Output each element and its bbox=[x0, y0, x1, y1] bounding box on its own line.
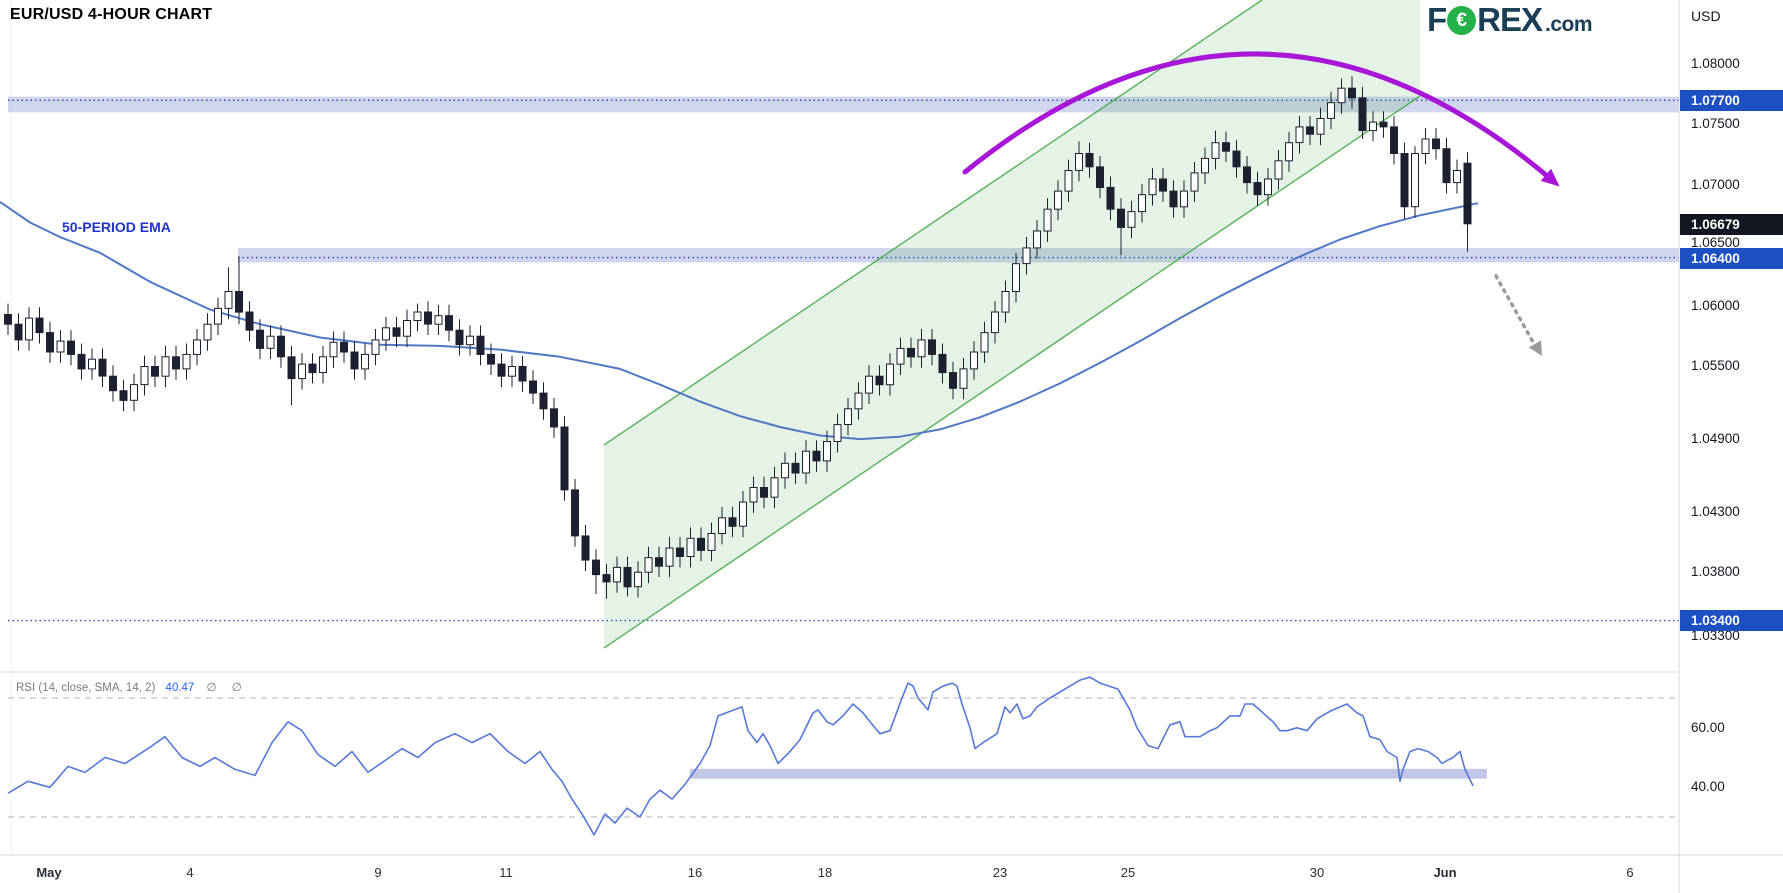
price-label-60.00: 60.00 bbox=[1691, 720, 1725, 735]
x-axis-label-16: 16 bbox=[688, 865, 702, 880]
forex-logo: F € REX .com bbox=[1427, 1, 1593, 39]
x-axis-label-May: May bbox=[36, 865, 62, 880]
logo-letter-f: F bbox=[1427, 1, 1447, 38]
price-label-40.00: 40.00 bbox=[1691, 779, 1725, 794]
x-axis-label-11: 11 bbox=[499, 865, 513, 880]
x-axis-label-6: 6 bbox=[1626, 865, 1633, 880]
price-axis[interactable]: USD 1.08000 1.07700 1.07500 1.07000 1.06679 1… bbox=[1679, 0, 1783, 893]
x-axis-label-25: 25 bbox=[1121, 865, 1135, 880]
x-axis-label-23: 23 bbox=[993, 865, 1007, 880]
zone-band-1.064 bbox=[238, 247, 1679, 263]
logo-euro-glyph: € bbox=[1456, 9, 1467, 31]
price-label-1.07000: 1.07000 bbox=[1691, 177, 1740, 192]
breakdown-dotted-arrow[interactable] bbox=[1494, 274, 1535, 344]
ema-annotation-label: 50-PERIOD EMA bbox=[62, 219, 171, 235]
zone-band-1.077 bbox=[8, 96, 1679, 113]
logo-euro-circle-icon: € bbox=[1447, 5, 1477, 35]
logo-letters-rex: REX bbox=[1477, 1, 1543, 38]
page-title: EUR/USD 4-HOUR CHART bbox=[10, 6, 213, 23]
reversal-arc-arrow[interactable] bbox=[962, 51, 1555, 183]
rsi-legend: RSI (14, close, SMA, 14, 2) 40.47 ∅ ∅ bbox=[16, 680, 248, 694]
price-label-1.04300: 1.04300 bbox=[1691, 504, 1740, 519]
currency-label: USD bbox=[1691, 8, 1721, 24]
rsi-line[interactable] bbox=[7, 676, 1474, 836]
price-badge-1.07700: 1.07700 bbox=[1680, 89, 1783, 111]
x-axis-label-Jun: Jun bbox=[1433, 865, 1456, 880]
price-badge-1.06679: 1.06679 bbox=[1680, 213, 1783, 235]
price-label-1.07500: 1.07500 bbox=[1691, 116, 1740, 131]
price-label-1.08000: 1.08000 bbox=[1691, 56, 1740, 71]
reversal-arc-arrowhead bbox=[1540, 168, 1560, 187]
ema-50-line[interactable] bbox=[0, 201, 1479, 441]
rsi-legend-value: 40.47 bbox=[165, 682, 195, 694]
channel-upper-line[interactable] bbox=[603, 0, 1263, 446]
price-badge-1.06400: 1.06400 bbox=[1680, 247, 1783, 269]
price-label-1.03300: 1.03300 bbox=[1691, 628, 1740, 643]
price-label-1.06000: 1.06000 bbox=[1691, 298, 1740, 313]
logo-suffix: .com bbox=[1545, 12, 1593, 36]
breakdown-arrowhead bbox=[1528, 340, 1542, 356]
price-badge-1.03400: 1.03400 bbox=[1680, 609, 1783, 631]
rsi-support-band bbox=[690, 768, 1487, 779]
rsi-visibility-icons[interactable]: ∅ ∅ bbox=[206, 682, 248, 694]
rsi-legend-params: RSI (14, close, SMA, 14, 2) bbox=[16, 682, 156, 694]
x-axis-label-30: 30 bbox=[1310, 865, 1324, 880]
price-label-1.04900: 1.04900 bbox=[1691, 431, 1740, 446]
price-label-1.03800: 1.03800 bbox=[1691, 564, 1740, 579]
x-axis-label-4: 4 bbox=[186, 865, 193, 880]
price-label-1.05500: 1.05500 bbox=[1691, 358, 1740, 373]
candle-series[interactable] bbox=[4, 76, 1472, 599]
price-label-1.06500: 1.06500 bbox=[1691, 235, 1740, 250]
channel-lower-line[interactable] bbox=[603, 95, 1421, 649]
x-axis-label-9: 9 bbox=[374, 865, 381, 880]
x-axis-label-18: 18 bbox=[818, 865, 832, 880]
